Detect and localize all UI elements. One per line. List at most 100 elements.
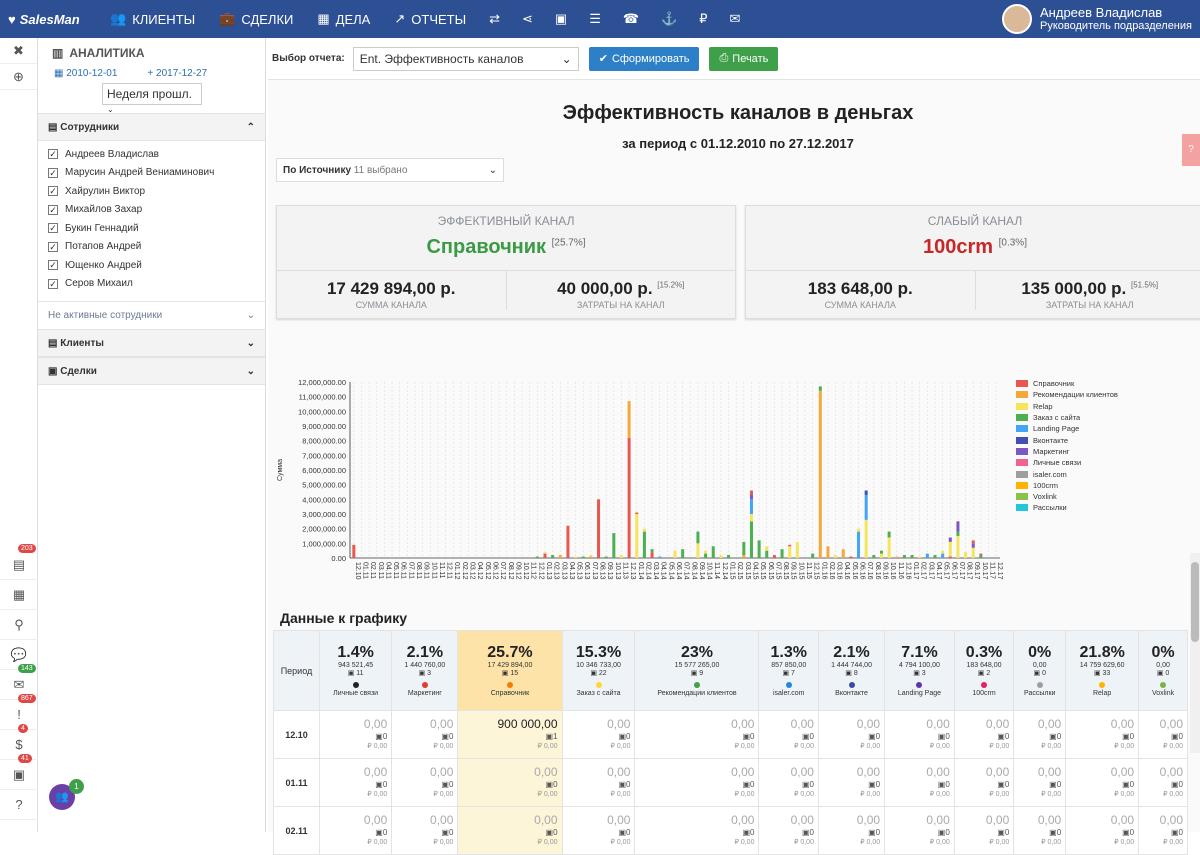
table-cell[interactable]: 0,00▣0₽ 0,00 xyxy=(1014,807,1066,855)
table-cell[interactable]: 0,00▣0₽ 0,00 xyxy=(635,807,759,855)
source-filter[interactable]: По Источнику 11 выбрано⌄ xyxy=(276,158,504,182)
table-cell[interactable]: 0,00▣0₽ 0,00 xyxy=(818,807,884,855)
mail-icon[interactable]: ✉ xyxy=(719,0,752,38)
anchor-icon[interactable]: ⚓ xyxy=(650,0,688,38)
employee-item[interactable]: ✓Букин Геннадий xyxy=(38,219,265,238)
checkbox-checked-icon[interactable]: ✓ xyxy=(48,205,58,215)
nav-deals[interactable]: 💼СДЕЛКИ xyxy=(207,0,305,38)
table-cell[interactable]: 0,00▣0₽ 0,00 xyxy=(818,711,884,759)
table-cell[interactable]: 0,00▣0₽ 0,00 xyxy=(320,759,392,807)
checkbox-checked-icon[interactable]: ✓ xyxy=(48,168,58,178)
nav-clients[interactable]: 👥КЛИЕНТЫ xyxy=(98,0,207,38)
user-menu[interactable]: Андреев Владислав Руководитель подраздел… xyxy=(1002,0,1200,38)
deals-section-header[interactable]: ▣ Сделки⌄ xyxy=(38,357,265,385)
checkbox-checked-icon[interactable]: ✓ xyxy=(48,223,58,233)
share-icon[interactable]: ⋖ xyxy=(511,0,544,38)
phone-icon[interactable]: ☎ xyxy=(612,0,650,38)
table-cell[interactable]: 0,00▣0₽ 0,00 xyxy=(392,807,458,855)
nav-tasks[interactable]: ▦ДЕЛА xyxy=(305,0,382,38)
table-cell[interactable]: 0,00▣0₽ 0,00 xyxy=(635,759,759,807)
legend-item[interactable]: isaler.com xyxy=(1016,468,1118,479)
box-icon[interactable]: ▣ xyxy=(544,0,578,38)
legend-item[interactable]: Рассылки xyxy=(1016,502,1118,513)
table-cell[interactable]: 0,00▣0₽ 0,00 xyxy=(1139,807,1188,855)
list-icon[interactable]: ☰ xyxy=(578,0,612,38)
legend-item[interactable]: Личные связи xyxy=(1016,457,1118,468)
table-cell[interactable]: 0,00▣0₽ 0,00 xyxy=(320,711,392,759)
legend-item[interactable]: Маркетинг xyxy=(1016,446,1118,457)
legend-item[interactable]: 100crm xyxy=(1016,480,1118,491)
table-scrollbar-thumb[interactable] xyxy=(1191,562,1199,642)
table-cell[interactable]: 0,00▣0₽ 0,00 xyxy=(458,759,562,807)
help-tab[interactable]: ? xyxy=(1182,134,1200,166)
table-cell[interactable]: 0,00▣0₽ 0,00 xyxy=(562,807,635,855)
table-cell[interactable]: 0,00▣0₽ 0,00 xyxy=(1066,711,1139,759)
help-icon[interactable]: ? xyxy=(0,790,38,820)
employee-item[interactable]: ✓Михайлов Захар xyxy=(38,201,265,220)
search-icon[interactable]: ⚲ xyxy=(0,610,38,640)
employee-item[interactable]: ✓Серов Михаил xyxy=(38,275,265,294)
report-select[interactable]: Ent. Эффективность каналов⌄ xyxy=(353,47,579,71)
checkbox-checked-icon[interactable]: ✓ xyxy=(48,186,58,196)
checkbox-checked-icon[interactable]: ✓ xyxy=(48,242,58,252)
period-select[interactable]: Неделя прошл. ⌄ xyxy=(102,83,202,105)
date-to[interactable]: + 2017-12-27 xyxy=(147,68,207,79)
legend-item[interactable]: Рекомендации клиентов xyxy=(1016,389,1118,400)
legend-item[interactable]: Relap xyxy=(1016,401,1118,412)
add-circle-icon[interactable]: ⊕ xyxy=(0,64,37,90)
shuffle-icon[interactable]: ⇄ xyxy=(478,0,511,38)
table-cell[interactable]: 0,00▣0₽ 0,00 xyxy=(885,711,955,759)
table-cell[interactable]: 0,00▣0₽ 0,00 xyxy=(759,807,819,855)
inactive-employees[interactable]: Не активные сотрудники⌄ xyxy=(38,301,265,329)
rail-deals[interactable]: ▣41 xyxy=(0,760,38,790)
table-cell[interactable]: 0,00▣0₽ 0,00 xyxy=(635,711,759,759)
employee-item[interactable]: ✓Потапов Андрей xyxy=(38,238,265,257)
checkbox-checked-icon[interactable]: ✓ xyxy=(48,260,58,270)
employees-section-header[interactable]: ▤ Сотрудники⌃ xyxy=(38,113,265,141)
table-cell[interactable]: 0,00▣0₽ 0,00 xyxy=(1066,759,1139,807)
table-cell[interactable]: 0,00▣0₽ 0,00 xyxy=(1014,759,1066,807)
table-cell[interactable]: 0,00▣0₽ 0,00 xyxy=(1014,711,1066,759)
table-cell[interactable]: 0,00▣0₽ 0,00 xyxy=(458,807,562,855)
legend-item[interactable]: Заказ с сайта xyxy=(1016,412,1118,423)
date-from[interactable]: ▦ 2010-12-01 xyxy=(54,68,117,79)
checkbox-checked-icon[interactable]: ✓ xyxy=(48,149,58,159)
table-cell[interactable]: 0,00▣0₽ 0,00 xyxy=(1139,711,1188,759)
table-cell[interactable]: 0,00▣0₽ 0,00 xyxy=(1066,807,1139,855)
table-cell[interactable]: 0,00▣0₽ 0,00 xyxy=(562,711,635,759)
table-cell[interactable]: 0,00▣0₽ 0,00 xyxy=(759,759,819,807)
nav-reports[interactable]: ↗ОТЧЕТЫ xyxy=(382,0,478,38)
table-cell[interactable]: 0,00▣0₽ 0,00 xyxy=(392,759,458,807)
clients-section-header[interactable]: ▤ Клиенты⌄ xyxy=(38,329,265,357)
table-cell[interactable]: 0,00▣0₽ 0,00 xyxy=(320,807,392,855)
table-cell[interactable]: 0,00▣0₽ 0,00 xyxy=(954,807,1014,855)
legend-item[interactable]: Voxlink xyxy=(1016,491,1118,502)
legend-item[interactable]: Landing Page xyxy=(1016,423,1118,434)
print-button[interactable]: ⎙Печать xyxy=(709,47,778,71)
table-cell[interactable]: 900 000,00▣1₽ 0,00 xyxy=(458,711,562,759)
legend-item[interactable]: Справочник xyxy=(1016,378,1118,389)
checkbox-checked-icon[interactable]: ✓ xyxy=(48,279,58,289)
table-cell[interactable]: 0,00▣0₽ 0,00 xyxy=(885,759,955,807)
table-cell[interactable]: 0,00▣0₽ 0,00 xyxy=(818,759,884,807)
generate-button[interactable]: ✔Сформировать xyxy=(589,47,700,71)
employee-item[interactable]: ✓Ющенко Андрей xyxy=(38,256,265,275)
avatar[interactable] xyxy=(1002,4,1032,34)
legend-item[interactable]: Вконтакте xyxy=(1016,434,1118,445)
rail-new-item[interactable]: ▤203 xyxy=(0,550,38,580)
employee-item[interactable]: ✓Хайрулин Виктор xyxy=(38,182,265,201)
table-cell[interactable]: 0,00▣0₽ 0,00 xyxy=(954,711,1014,759)
table-cell[interactable]: 0,00▣0₽ 0,00 xyxy=(759,711,819,759)
table-cell[interactable]: 0,00▣0₽ 0,00 xyxy=(954,759,1014,807)
